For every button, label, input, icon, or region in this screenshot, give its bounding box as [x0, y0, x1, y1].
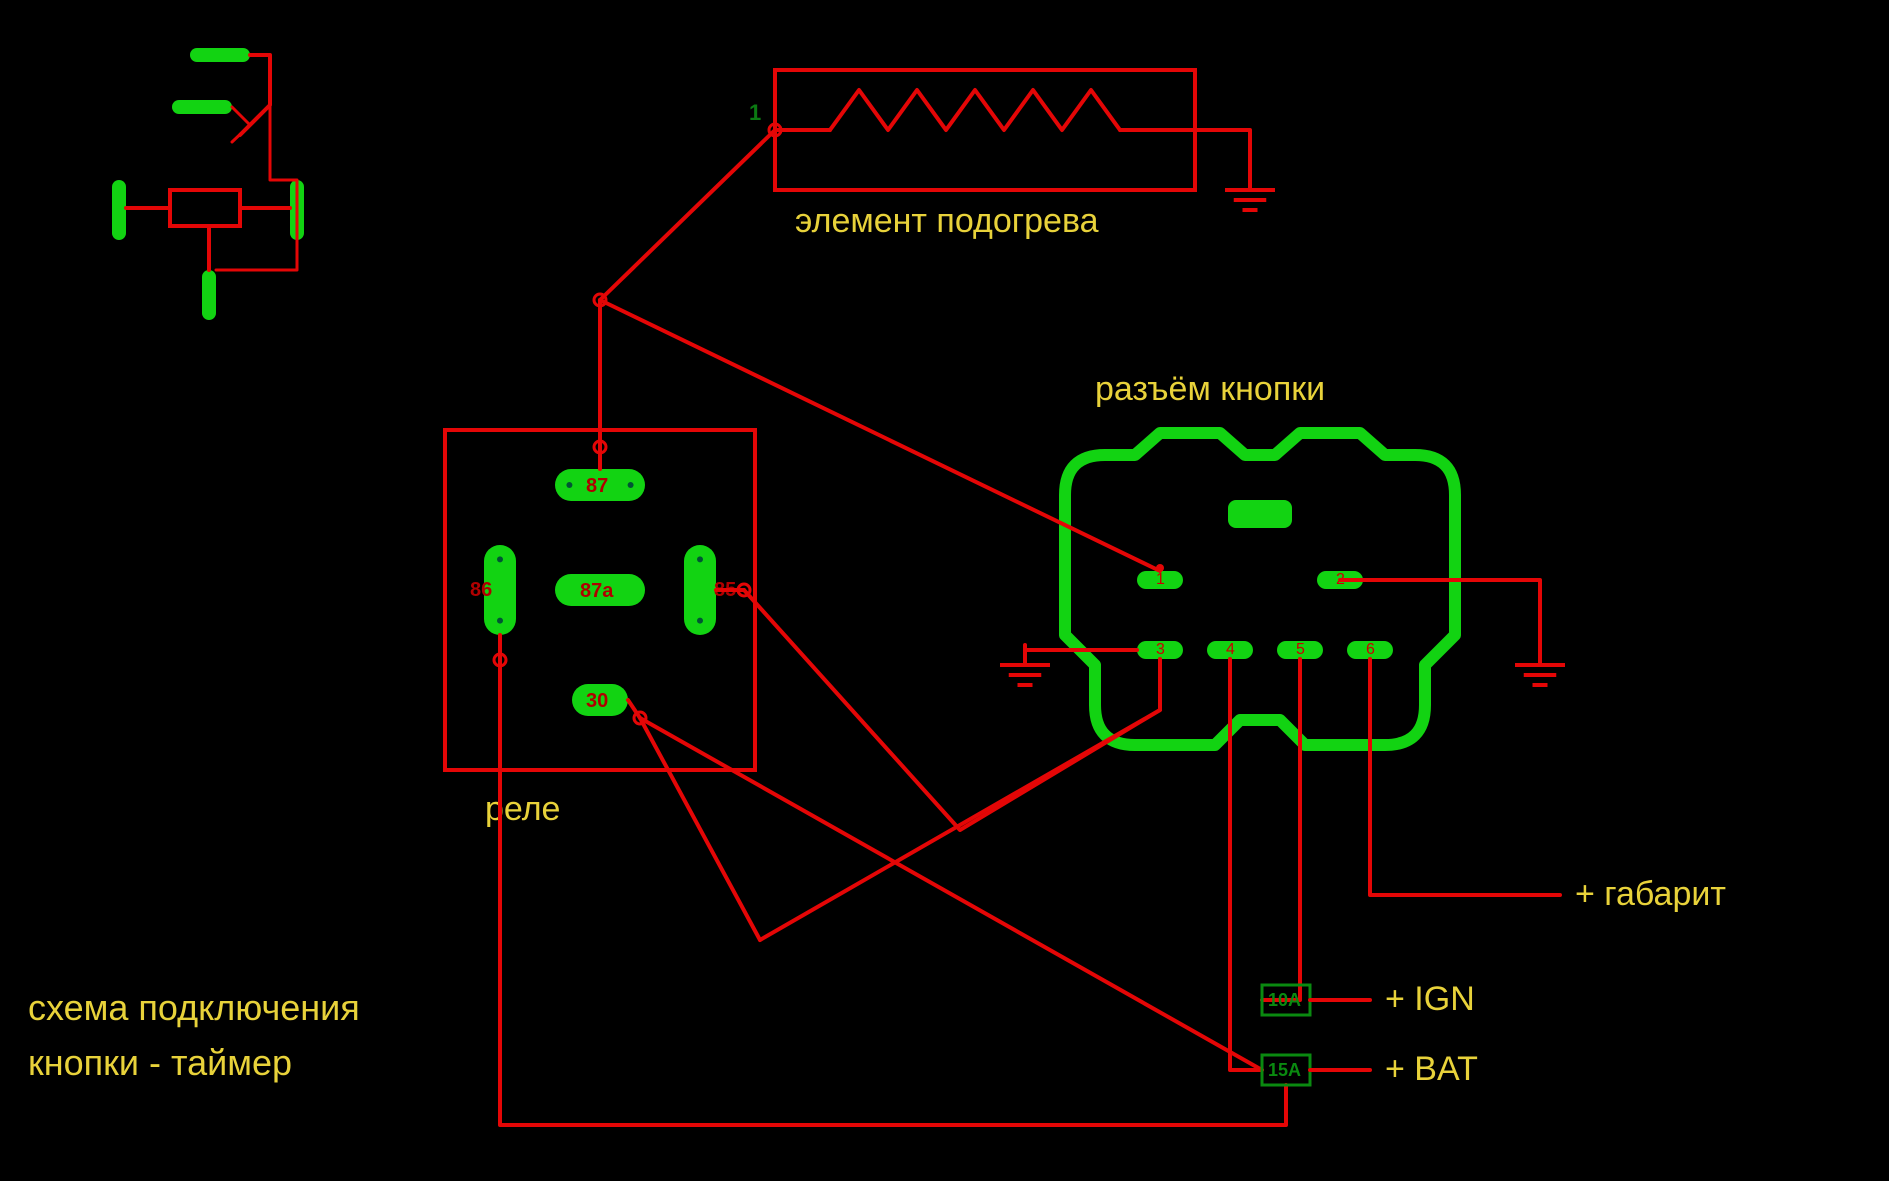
relay-pin-87a-label: 87a	[580, 580, 614, 602]
relay-pin	[684, 545, 716, 635]
relay-label: реле	[485, 790, 560, 828]
relay-pin-87-label: 87	[586, 475, 608, 497]
mini-coil	[170, 190, 240, 226]
bat-label: + BAT	[1385, 1050, 1478, 1088]
wire	[1195, 130, 1250, 190]
ground-symbol	[1225, 190, 1275, 210]
ground-symbol	[1000, 665, 1050, 685]
mini-term	[172, 100, 232, 114]
wire	[1370, 659, 1560, 895]
wire	[760, 710, 1160, 940]
relay-pin-86-label: 86	[470, 579, 492, 601]
mini-term	[190, 48, 250, 62]
relay-pin-30-label: 30	[586, 690, 608, 712]
connector-key	[1228, 500, 1292, 528]
connector-pin-label: 3	[1156, 641, 1165, 658]
connector-label: разъём кнопки	[1095, 370, 1325, 408]
connector-pin-label: 4	[1226, 641, 1235, 658]
connector-pin-label: 1	[1156, 571, 1165, 588]
wire	[216, 105, 297, 270]
mini-term	[112, 180, 126, 240]
mini-arrow	[232, 107, 250, 142]
fuse-f15a-label: 15A	[1268, 1060, 1301, 1080]
wire	[500, 660, 1286, 1125]
wire	[1262, 659, 1300, 1000]
ign-label: + IGN	[1385, 980, 1475, 1018]
title-line-1: схема подключения	[28, 987, 360, 1028]
mini-switch	[240, 55, 270, 135]
mini-term	[202, 270, 216, 320]
wire	[600, 300, 1160, 571]
connector-pin-label: 5	[1296, 641, 1305, 658]
heater-resistor	[830, 90, 1120, 130]
heater-pin1-label: 1	[749, 100, 761, 125]
connector-outline	[1065, 433, 1455, 745]
fuse-f10a-label: 10A	[1268, 990, 1301, 1010]
gabarit-label: + габарит	[1575, 875, 1726, 913]
connector-pin-label: 6	[1366, 641, 1375, 658]
ground-symbol	[1515, 665, 1565, 685]
heater-label: элемент подогрева	[795, 202, 1099, 240]
solder-node	[1156, 564, 1164, 572]
title-line-2: кнопки - таймер	[28, 1042, 292, 1083]
wire	[600, 130, 775, 300]
